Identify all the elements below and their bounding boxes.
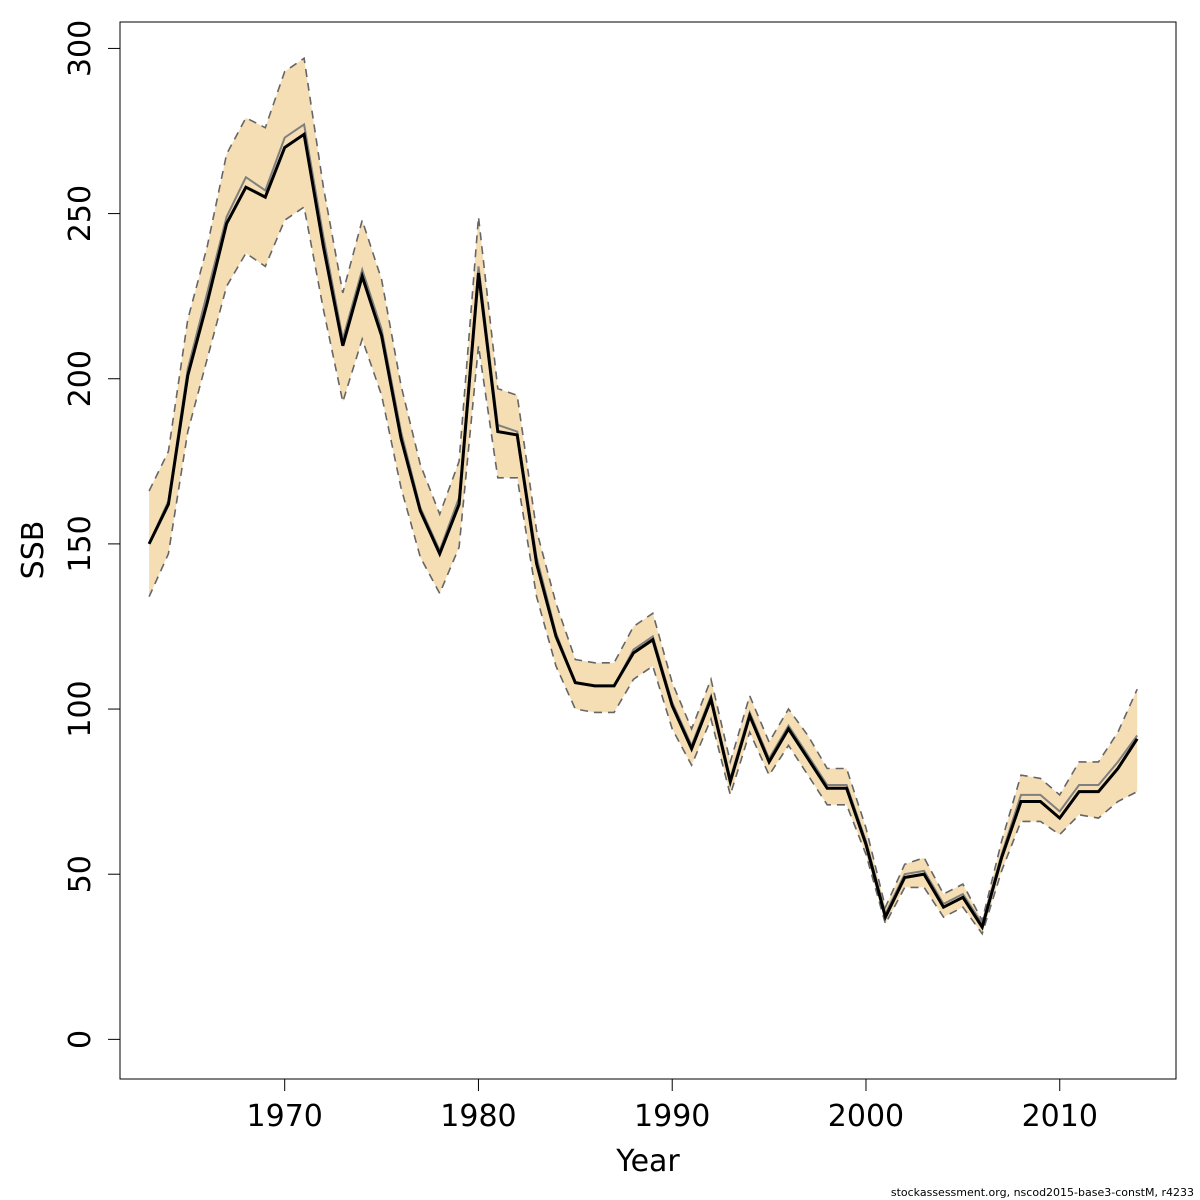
- y-tick-label: 150: [63, 515, 98, 572]
- y-axis-title: SSB: [16, 521, 51, 580]
- x-tick-label: 1970: [247, 1099, 323, 1134]
- x-axis: 1970 1980 1990 2000 2010: [247, 1078, 1098, 1134]
- ci-lower-line: [148, 205, 1138, 936]
- confidence-band: [149, 58, 1138, 934]
- series-lines-layer: [147, 56, 1139, 936]
- estimate-alt-line: [148, 122, 1139, 927]
- ssb-estimate-line: [147, 131, 1139, 931]
- x-tick-label: 2000: [828, 1099, 904, 1134]
- y-axis: 0 50 100 150 200 250 300: [63, 20, 121, 1049]
- confidence-band-layer: [149, 58, 1138, 934]
- y-tick-label: 300: [63, 20, 98, 77]
- y-tick-label: 0: [63, 1030, 98, 1049]
- x-tick-label: 1980: [440, 1099, 516, 1134]
- y-tick-label: 250: [63, 185, 98, 242]
- y-tick-label: 100: [63, 680, 98, 737]
- y-tick-label: 200: [63, 350, 98, 407]
- footer-credit: stockassessment.org, nscod2015-base3-con…: [891, 1186, 1194, 1199]
- y-tick-label: 50: [63, 855, 98, 893]
- x-tick-label: 2010: [1022, 1099, 1098, 1134]
- x-tick-label: 1990: [634, 1099, 710, 1134]
- x-axis-title: Year: [615, 1144, 680, 1179]
